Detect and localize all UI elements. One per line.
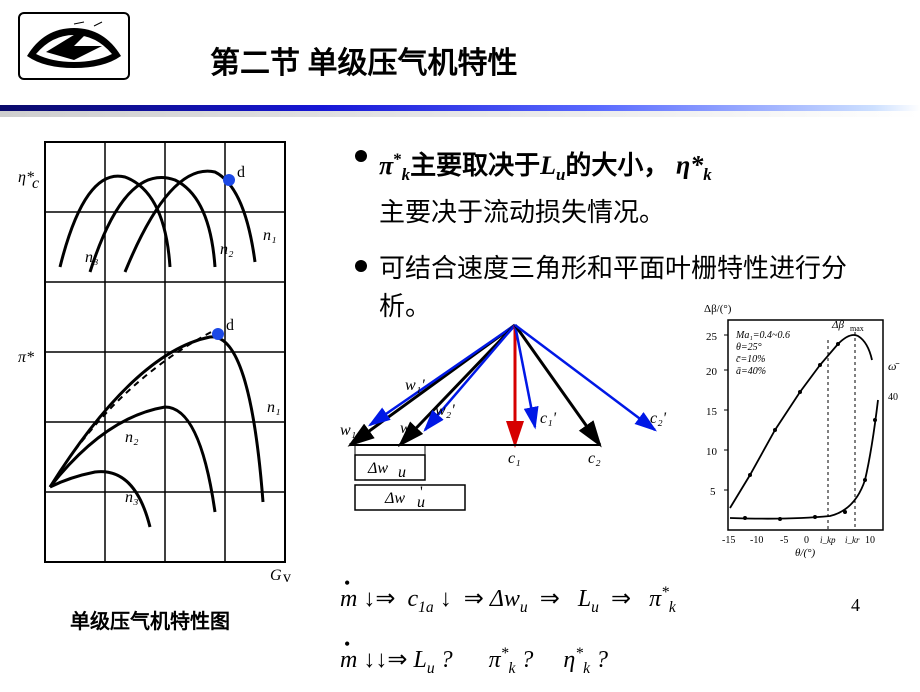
bullet-icon <box>355 150 367 162</box>
svg-text:-10: -10 <box>750 535 763 546</box>
svg-text:n₁: n₁ <box>263 227 277 244</box>
svg-text:w₂: w₂ <box>400 420 417 437</box>
compressor-characteristic-chart: d n₁ n₂ n₃ d n₁ n₂ n₃ η* c π* G v <box>15 132 315 582</box>
svg-text:w₂': w₂' <box>435 402 455 419</box>
equation-row: m ↓↓⇒ Lu ? π*k ? η*k ? <box>340 631 676 692</box>
bullet-item: π*k主要取决于Lu的大小， η*k主要决于流动损失情况。 <box>355 140 895 232</box>
svg-text:40: 40 <box>888 392 898 403</box>
svg-text:c: c <box>32 175 39 192</box>
svg-text:d: d <box>237 164 245 181</box>
svg-text:n₁: n₁ <box>267 399 281 416</box>
svg-text:w₁': w₁' <box>405 377 425 394</box>
svg-text:5: 5 <box>710 486 716 498</box>
svg-text:max: max <box>850 324 864 333</box>
svg-text:10: 10 <box>865 535 875 546</box>
slide-title: 第二节 单级压气机特性 <box>210 38 518 82</box>
cascade-characteristic-chart: Δβ/(°) 5 10 15 20 25 ω̄ 40 -15 -10 -5 0 … <box>700 300 905 560</box>
svg-text:c₂: c₂ <box>588 450 601 467</box>
svg-text:15: 15 <box>706 406 718 418</box>
equation-row: m ↓⇒ c1a ↓ ⇒ Δwu ⇒ Lu ⇒ π*k <box>340 570 676 631</box>
svg-text:Δw: Δw <box>367 460 388 477</box>
svg-text:-5: -5 <box>780 535 788 546</box>
svg-text:n₂: n₂ <box>125 429 139 446</box>
svg-text:': ' <box>420 484 423 501</box>
svg-text:ω̄: ω̄ <box>888 359 899 373</box>
bullet-icon <box>355 260 367 272</box>
svg-text:θ=25°: θ=25° <box>736 342 762 353</box>
svg-text:c₁: c₁ <box>508 450 521 467</box>
svg-text:25: 25 <box>706 331 718 343</box>
svg-text:v: v <box>283 569 291 582</box>
svg-text:θ/(°): θ/(°) <box>795 547 816 559</box>
svg-text:d: d <box>226 317 234 334</box>
velocity-triangle-diagram: Δw u Δw u ' w₁ w₁' w₂ w₂' c₁ c₁' c₂ c₂' <box>340 315 670 530</box>
svg-text:i_kp: i_kp <box>820 535 836 545</box>
svg-text:0: 0 <box>804 535 809 546</box>
equation-block: m ↓⇒ c1a ↓ ⇒ Δwu ⇒ Lu ⇒ π*k m ↓↓⇒ Lu ? π… <box>340 570 676 692</box>
svg-text:ā=40%: ā=40% <box>736 366 766 377</box>
svg-text:c₂': c₂' <box>650 410 667 427</box>
svg-text:Δw: Δw <box>384 490 405 507</box>
svg-text:c̄=10%: c̄=10% <box>736 354 766 365</box>
page-number: 4 <box>851 595 860 616</box>
institution-logo <box>18 12 130 80</box>
svg-text:-15: -15 <box>722 535 735 546</box>
svg-text:n₃: n₃ <box>125 489 139 506</box>
left-chart-caption: 单级压气机特性图 <box>70 605 230 634</box>
svg-text:π*: π* <box>18 349 34 366</box>
svg-text:10: 10 <box>706 446 718 458</box>
svg-text:n₂: n₂ <box>220 241 234 258</box>
svg-text:20: 20 <box>706 366 718 378</box>
separator-bar <box>0 105 920 119</box>
svg-text:Δβ: Δβ <box>831 319 844 331</box>
svg-text:Δβ/(°): Δβ/(°) <box>704 303 732 315</box>
svg-text:u: u <box>398 464 406 481</box>
svg-text:i_kr: i_kr <box>845 535 860 545</box>
svg-text:c₁': c₁' <box>540 410 557 427</box>
svg-text:w₁: w₁ <box>340 422 356 439</box>
svg-text:G: G <box>270 567 282 582</box>
svg-text:n₃: n₃ <box>85 249 99 266</box>
svg-text:Ma₁=0.4~0.6: Ma₁=0.4~0.6 <box>735 330 790 341</box>
